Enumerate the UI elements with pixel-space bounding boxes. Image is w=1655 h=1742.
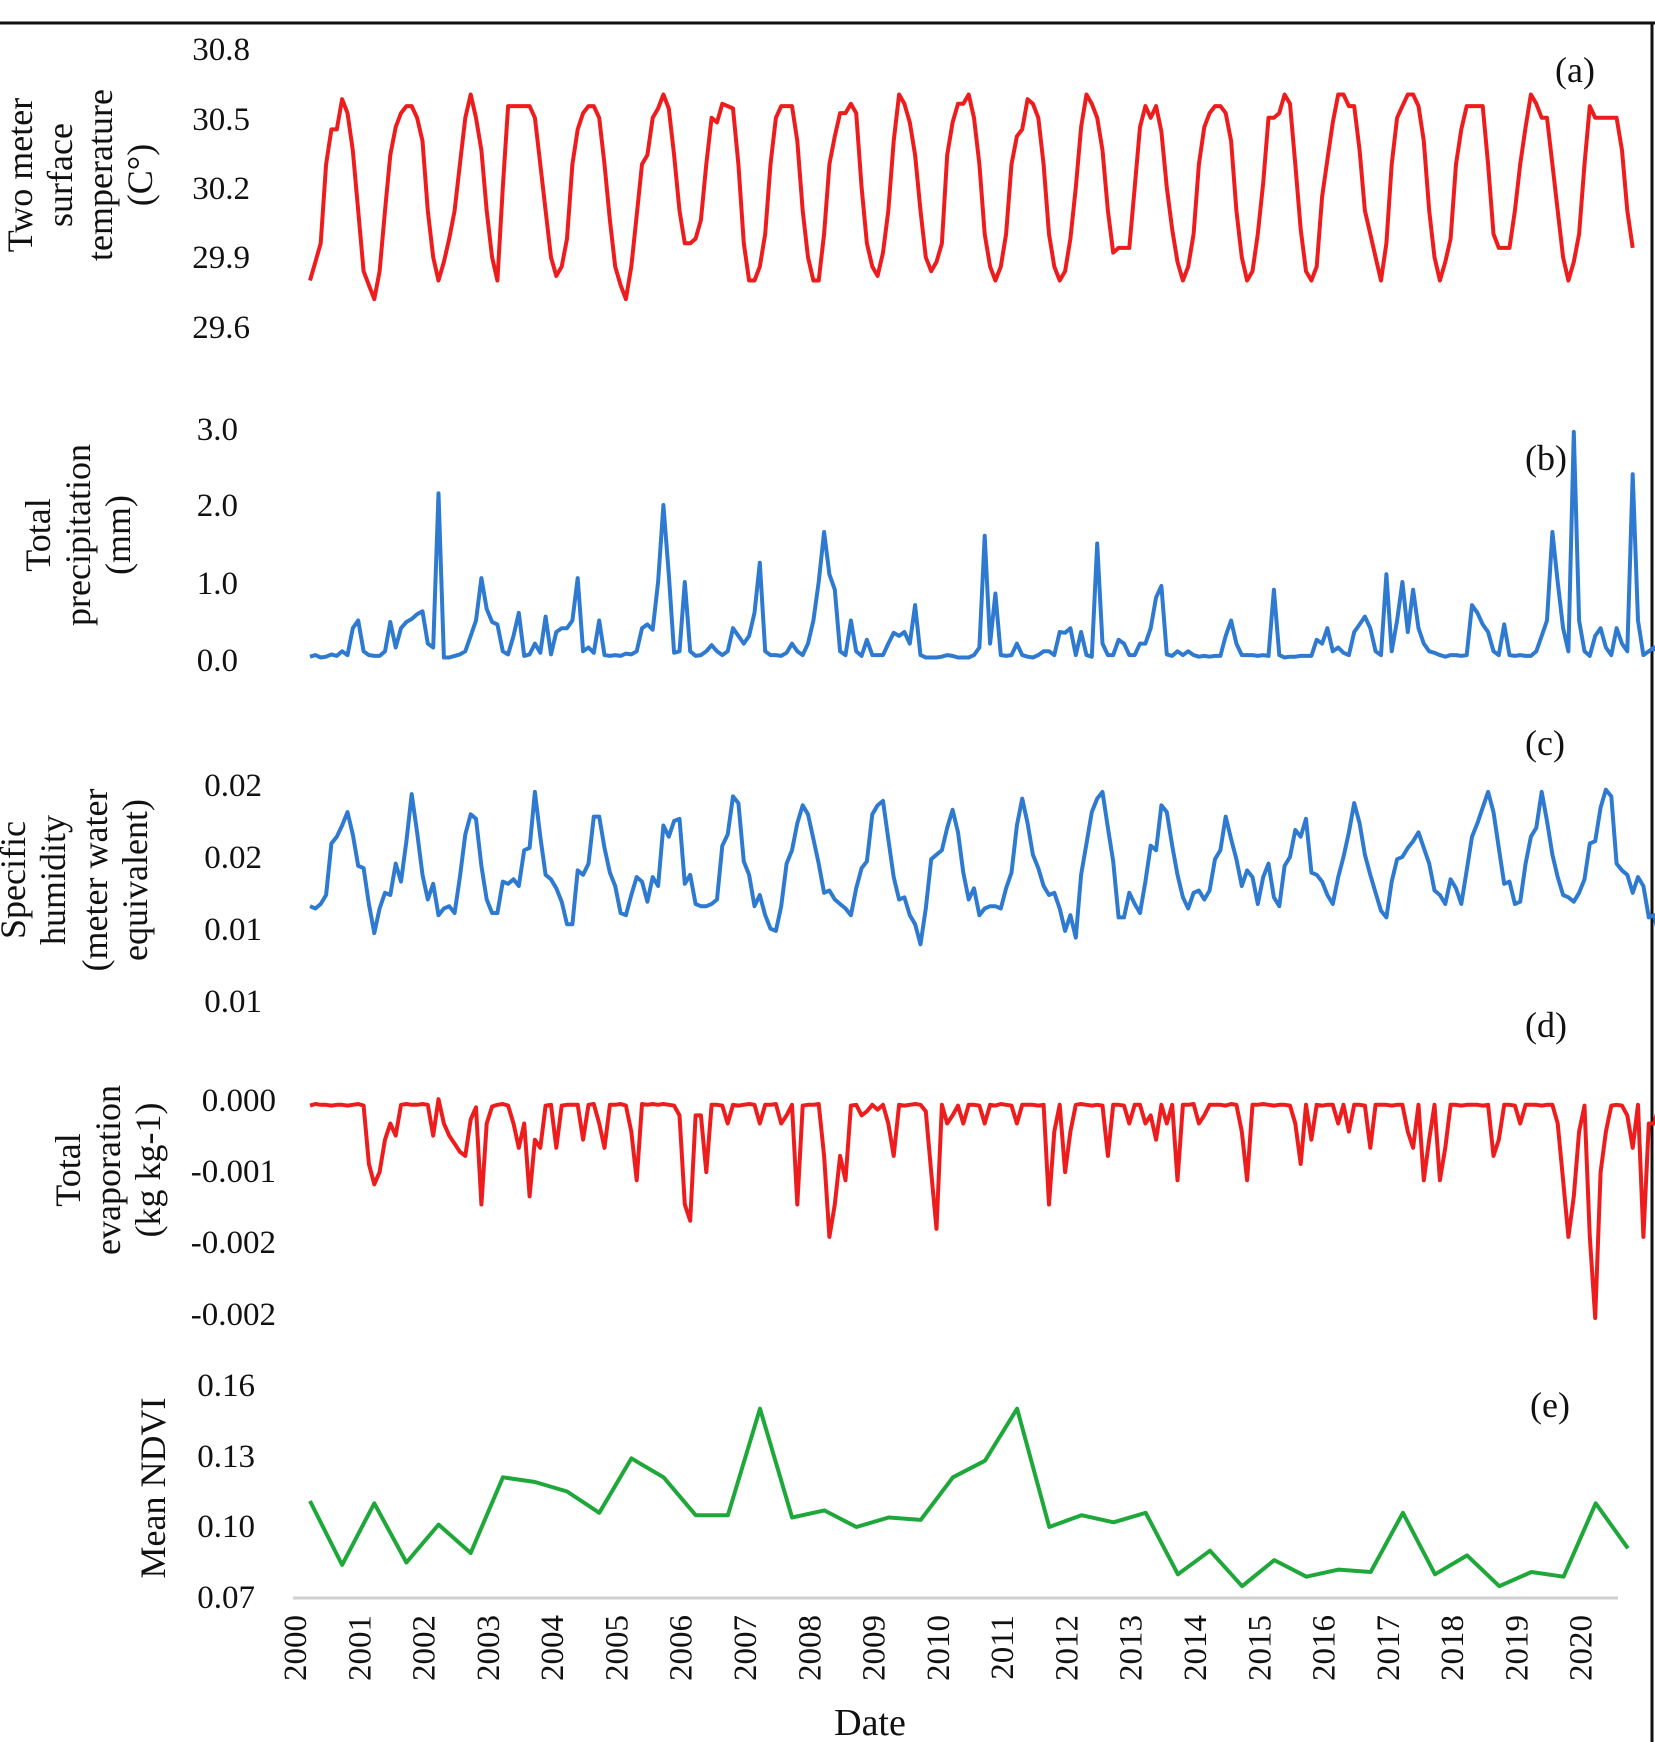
- x-tick-label: 2007: [728, 1615, 764, 1681]
- x-tick-labels: 2000 2001 2002 2003 2004 2005 2006 2007 2008 2009…: [278, 1615, 1600, 1681]
- panel-c-ytick: 0.02: [204, 768, 262, 804]
- panel-a-ylabel-line-4: (C°): [120, 144, 160, 206]
- x-tick-label: 2009: [857, 1615, 893, 1681]
- x-tick-label: 2004: [535, 1615, 571, 1681]
- panel-d: Total evaporation (kg kg-1) 0.000 -0.001…: [48, 1005, 1655, 1333]
- panel-c-ylabel-line-4: equivalent): [115, 799, 155, 961]
- panel-c-ytick: 0.01: [204, 912, 262, 948]
- x-tick-label: 2011: [985, 1615, 1021, 1680]
- panel-e-series-line: [308, 1406, 1630, 1589]
- panel-d-ylabel-line-2: evaporation: [88, 1085, 128, 1255]
- x-tick-label: 2005: [599, 1615, 635, 1681]
- panel-e: Mean NDVI 0.16 0.13 0.10 0.07 (e) 2000 20…: [133, 1368, 1630, 1742]
- panel-a-ylabel: Two meter surface temperature (C°): [0, 89, 160, 261]
- panel-e-ytick: 0.13: [197, 1439, 255, 1475]
- panel-b-ylabel-line-1: Total: [18, 498, 58, 571]
- panel-d-ylabel: Total evaporation (kg kg-1): [48, 1085, 168, 1255]
- panel-e-ylabel-line-1: Mean NDVI: [133, 1398, 173, 1579]
- panel-a-ylabel-line-2: surface: [40, 123, 80, 227]
- panel-e-ytick: 0.10: [197, 1509, 255, 1545]
- x-tick-label: 2001: [342, 1615, 378, 1681]
- panel-b: Total precipitation (mm) 3.0 2.0 1.0 0.0…: [18, 412, 1655, 679]
- panel-b-ytick: 0.0: [197, 643, 238, 679]
- panel-a-ylabel-line-3: temperature: [80, 89, 120, 261]
- x-tick-label: 2020: [1564, 1615, 1600, 1681]
- panel-c-label: (c): [1525, 723, 1565, 763]
- x-tick-label: 2012: [1049, 1615, 1085, 1681]
- panel-a-ytick: 29.6: [192, 310, 250, 346]
- panel-b-ytick: 1.0: [197, 566, 238, 602]
- panel-e-ytick: 0.16: [197, 1368, 255, 1404]
- panel-b-label: (b): [1525, 438, 1567, 478]
- panel-b-ytick: 3.0: [197, 412, 238, 448]
- panel-a-label: (a): [1555, 50, 1595, 90]
- panel-c-ylabel-line-3: (meter water: [75, 789, 115, 972]
- panel-c-ylabel-line-2: humidity: [33, 815, 73, 945]
- panel-e-ylabel: Mean NDVI: [133, 1398, 173, 1579]
- panel-c-series-line: [309, 787, 1655, 947]
- x-tick-label: 2003: [471, 1615, 507, 1681]
- x-tick-label: 2008: [792, 1615, 828, 1681]
- panel-d-ylabel-line-1: Total: [48, 1133, 88, 1206]
- panel-c-ylabel-line-1: Specific: [0, 821, 33, 939]
- panel-d-series-line: [309, 1097, 1655, 1320]
- x-tick-label: 2017: [1371, 1615, 1407, 1681]
- panel-d-ylabel-line-3: (kg kg-1): [128, 1103, 168, 1238]
- x-axis-title: Date: [834, 1702, 906, 1742]
- x-tick-label: 2015: [1242, 1615, 1278, 1681]
- x-tick-label: 2000: [278, 1615, 314, 1681]
- panel-a-series-line: [308, 92, 1635, 302]
- panel-a-ylabel-line-1: Two meter: [0, 98, 40, 252]
- panel-c-ylabel: Specific humidity (meter water equivalen…: [0, 789, 155, 972]
- panel-d-ytick: -0.002: [191, 1297, 276, 1333]
- panel-a-ytick: 30.2: [192, 171, 250, 207]
- panel-b-ylabel-line-3: (mm): [98, 495, 138, 575]
- x-tick-label: 2002: [407, 1615, 443, 1681]
- x-tick-label: 2018: [1435, 1615, 1471, 1681]
- panel-c: Specific humidity (meter water equivalen…: [0, 723, 1655, 1020]
- panel-d-label: (d): [1525, 1005, 1567, 1045]
- x-tick-label: 2006: [664, 1615, 700, 1681]
- panel-b-ytick: 2.0: [197, 488, 238, 524]
- x-tick-label: 2016: [1307, 1615, 1343, 1681]
- panel-a-ytick: 29.9: [192, 240, 250, 276]
- x-tick-label: 2013: [1114, 1615, 1150, 1681]
- panel-b-series-line: [309, 429, 1655, 660]
- x-tick-label: 2014: [1178, 1615, 1214, 1681]
- panel-c-ytick: 0.01: [204, 984, 262, 1020]
- panel-b-ylabel-line-2: precipitation: [58, 444, 98, 626]
- x-tick-label: 2010: [921, 1615, 957, 1681]
- panel-d-ytick: -0.001: [191, 1154, 276, 1190]
- panel-d-ytick: 0.000: [202, 1083, 276, 1119]
- panel-e-ytick: 0.07: [197, 1580, 255, 1616]
- panel-e-label: (e): [1530, 1385, 1570, 1425]
- panel-a-ytick: 30.5: [192, 102, 250, 138]
- panel-a: Two meter surface temperature (C°) 30.8 …: [0, 32, 1635, 346]
- panel-c-ytick: 0.02: [204, 840, 262, 876]
- panel-a-ytick: 30.8: [192, 32, 250, 68]
- x-tick-label: 2019: [1499, 1615, 1535, 1681]
- panel-d-ytick: -0.002: [191, 1225, 276, 1261]
- panel-b-ylabel: Total precipitation (mm): [18, 444, 138, 626]
